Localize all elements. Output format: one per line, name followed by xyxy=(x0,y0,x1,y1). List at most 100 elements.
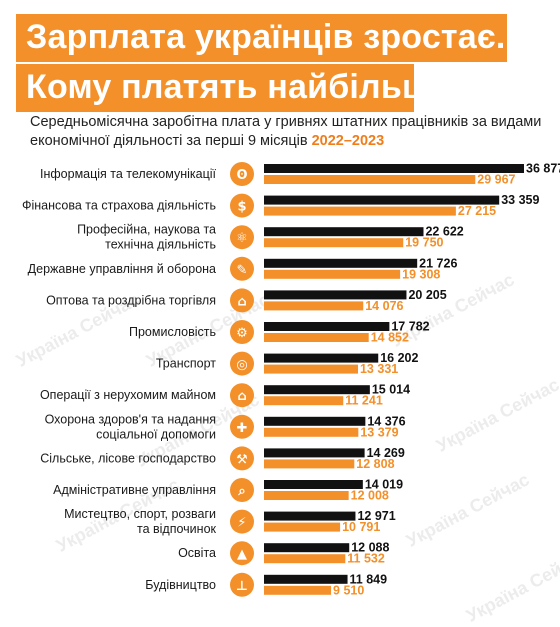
broadcast-icon xyxy=(230,162,254,186)
data-label-2022: 11 532 xyxy=(347,552,385,566)
medical-icon-glyph: ✚ xyxy=(237,421,248,436)
bar-2023 xyxy=(264,164,524,173)
bar-2022 xyxy=(264,491,349,500)
data-label-2023: 12 088 xyxy=(351,541,389,555)
magnifier-icon-glyph: ⌕ xyxy=(237,484,245,499)
data-label-2022: 9 510 xyxy=(333,583,364,597)
bar-2023 xyxy=(264,258,418,268)
tractor-icon xyxy=(230,446,254,471)
tractor-icon-glyph: ⚒ xyxy=(236,452,248,467)
category-label: Оптова та роздрібна торгівля xyxy=(46,293,216,307)
category-label: Операції з нерухомим майном xyxy=(40,388,216,402)
chart-subtitle: Середньомісячна заробітна плата у гривня… xyxy=(30,113,550,151)
bar-2023 xyxy=(264,574,348,584)
bar-2022 xyxy=(264,427,359,437)
coins-icon xyxy=(230,193,254,218)
category-label: Освіта xyxy=(178,546,216,560)
category-label: Професійна, наукова та xyxy=(77,223,216,237)
bar-2022 xyxy=(264,364,358,374)
pen-icon xyxy=(230,256,254,281)
bar-chart: Інформація та телекомунікації ʘ 36 877 29 9… xyxy=(22,162,560,598)
category-label: соціальної допомоги xyxy=(96,427,216,441)
bar-2022 xyxy=(264,554,346,564)
data-label-2022: 13 331 xyxy=(360,362,398,376)
data-label-2022: 14 076 xyxy=(365,299,403,313)
bar-2022 xyxy=(264,333,369,342)
category-label: та відпочинок xyxy=(137,522,217,536)
data-label-2022: 19 750 xyxy=(405,236,443,250)
steering-wheel-icon xyxy=(230,351,254,376)
data-label-2022: 13 379 xyxy=(360,425,398,439)
data-label-2022: 12 008 xyxy=(351,489,389,503)
data-label-2023: 22 622 xyxy=(425,225,463,239)
bar-2022 xyxy=(264,269,401,279)
steering-wheel-icon-glyph: ◎ xyxy=(236,358,247,373)
runner-icon xyxy=(230,509,254,534)
bar-2023 xyxy=(264,227,424,237)
data-label-2023: 11 849 xyxy=(350,572,388,586)
data-label-2023: 36 877 xyxy=(526,162,560,176)
data-label-2023: 14 019 xyxy=(365,478,403,492)
data-label-2022: 10 791 xyxy=(342,520,380,534)
bar-2023 xyxy=(264,290,407,300)
data-label-2023: 17 782 xyxy=(391,320,429,334)
house-icon xyxy=(230,383,254,408)
category-label: Промисловість xyxy=(129,325,216,339)
data-label-2023: 33 359 xyxy=(501,193,539,207)
bar-2023 xyxy=(264,385,370,395)
category-label: технічна діяльність xyxy=(105,238,216,252)
data-label-2023: 14 269 xyxy=(367,446,405,460)
bar-2023 xyxy=(264,322,390,331)
crane-icon-glyph: ⊥ xyxy=(236,579,248,594)
category-label: Державне управління й оборона xyxy=(28,262,216,276)
category-label: Транспорт xyxy=(156,357,216,371)
subtitle-years: 2022–2023 xyxy=(311,133,385,149)
broadcast-icon-glyph: ʘ xyxy=(236,168,247,183)
gear-search-icon-glyph: ⚙ xyxy=(236,326,248,341)
data-label-2022: 29 967 xyxy=(477,173,515,187)
pen-icon-glyph: ✎ xyxy=(237,263,248,278)
bar-2022 xyxy=(264,206,456,216)
house-icon-glyph: ⌂ xyxy=(237,389,246,404)
data-label-2023: 12 971 xyxy=(357,509,395,523)
bar-2023 xyxy=(264,353,379,363)
bar-2023 xyxy=(264,448,365,458)
data-label-2022: 14 852 xyxy=(371,331,409,345)
store-icon-glyph: ⌂ xyxy=(237,294,246,309)
category-label: Адміністративне управління xyxy=(53,483,216,497)
bar-2022 xyxy=(264,459,355,469)
data-label-2023: 16 202 xyxy=(380,351,418,365)
category-label: Мистецтво, спорт, розваги xyxy=(64,507,216,521)
bar-2023 xyxy=(264,543,350,553)
magnifier-icon xyxy=(230,478,254,502)
bar-2023 xyxy=(264,511,356,521)
bar-2023 xyxy=(264,480,363,489)
graduation-cap-icon xyxy=(230,541,254,566)
title-line-1: Зарплата українців зростає. xyxy=(16,14,507,62)
graduation-cap-icon-glyph: ▲ xyxy=(237,547,247,562)
data-label-2022: 27 215 xyxy=(458,204,496,218)
data-label-2023: 15 014 xyxy=(372,383,410,397)
category-label: Сільське, лісове господарство xyxy=(40,451,216,465)
data-label-2022: 12 808 xyxy=(356,457,394,471)
atom-icon-glyph: ⚛ xyxy=(236,231,248,246)
bar-2023 xyxy=(264,416,366,426)
coins-icon-glyph: $ xyxy=(237,200,246,215)
bar-2022 xyxy=(264,585,332,595)
bar-2023 xyxy=(264,195,500,205)
atom-icon xyxy=(230,225,254,250)
subtitle-text: Середньомісячна заробітна плата у гривня… xyxy=(30,114,542,149)
data-label-2022: 11 241 xyxy=(345,394,383,408)
store-icon xyxy=(230,288,254,313)
bar-2022 xyxy=(264,522,341,532)
gear-search-icon xyxy=(230,320,254,344)
data-label-2023: 20 205 xyxy=(408,288,446,302)
title-line-2: Кому платять найбільше xyxy=(16,64,449,112)
medical-icon xyxy=(230,414,254,439)
data-label-2022: 19 308 xyxy=(402,267,440,281)
crane-icon xyxy=(230,572,254,597)
bar-2022 xyxy=(264,301,364,311)
runner-icon-glyph: ⚡ xyxy=(237,516,246,531)
data-label-2023: 21 726 xyxy=(419,256,457,270)
bar-2022 xyxy=(264,238,404,248)
